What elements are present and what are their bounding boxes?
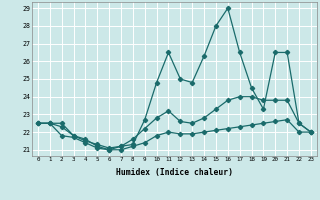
X-axis label: Humidex (Indice chaleur): Humidex (Indice chaleur) — [116, 168, 233, 177]
